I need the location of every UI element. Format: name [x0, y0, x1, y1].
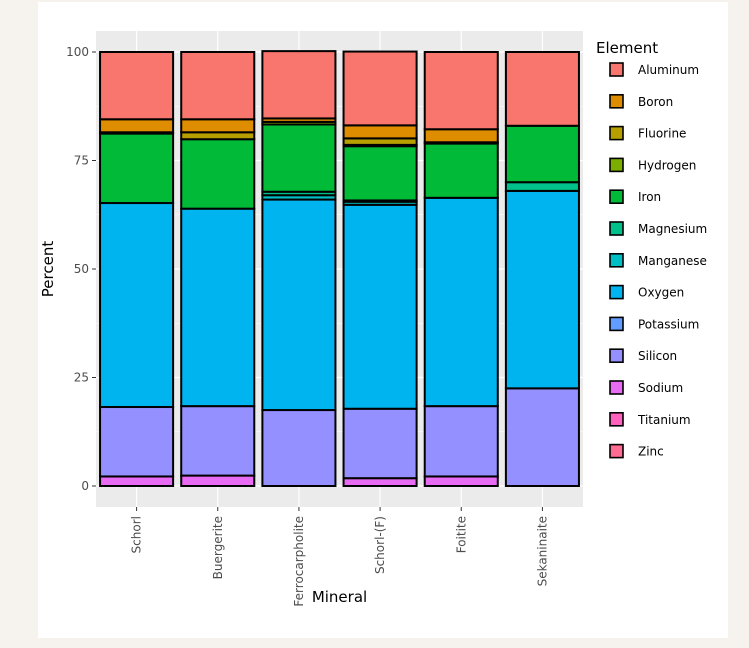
- x-axis-title: Mineral: [312, 588, 367, 606]
- bar-buergerite-fluorine: [180, 131, 256, 141]
- bar-foitite-silicon: [423, 405, 499, 478]
- bar-schorl-f-silicon: [342, 407, 418, 480]
- bar-schorl-oxygen: [99, 202, 175, 409]
- legend-label-potassium: Potassium: [638, 317, 699, 331]
- legend-key-potassium: [609, 316, 624, 332]
- bar-schorl-f-oxygen: [342, 203, 418, 410]
- x-tick-label-sekaninaite: Sekaninaite: [535, 516, 549, 586]
- bar-schorl-f-sodium: [342, 477, 418, 487]
- legend-label-magnesium: Magnesium: [638, 222, 707, 236]
- legend-label-boron: Boron: [638, 95, 673, 109]
- bar-schorl-f-aluminum: [342, 50, 418, 127]
- bar-schorl-f-boron: [342, 124, 418, 140]
- bar-schorl-iron: [99, 132, 175, 205]
- legend-label-manganese: Manganese: [638, 254, 707, 268]
- legend-key-hydrogen: [609, 157, 624, 173]
- bar-buergerite-iron: [180, 138, 256, 210]
- legend-label-silicon: Silicon: [638, 349, 677, 363]
- bar-sekaninaite-iron: [504, 124, 580, 184]
- legend-label-zinc: Zinc: [638, 445, 664, 459]
- bar-sekaninaite-magnesium: [504, 181, 580, 192]
- bar-ferrocarpholite-silicon: [261, 409, 337, 487]
- legend-key-oxygen: [609, 284, 624, 300]
- bar-sekaninaite-oxygen: [504, 189, 580, 390]
- legend-key-zinc: [609, 443, 624, 459]
- bar-foitite-oxygen: [423, 196, 499, 408]
- y-tick-label: 0: [81, 479, 89, 493]
- bar-buergerite-sodium: [180, 474, 256, 488]
- legend-key-silicon: [609, 348, 624, 364]
- bar-foitite-boron: [423, 128, 499, 144]
- legend: Element Aluminum Boron Fluorine Hydrogen Iro…: [596, 39, 707, 459]
- y-tick-label: 50: [74, 262, 89, 276]
- x-tick-label-schorl-f: Schorl-(F): [373, 516, 387, 574]
- bar-schorl-f-iron: [342, 145, 418, 202]
- bar-schorl-silicon: [99, 406, 175, 478]
- bars: [99, 50, 580, 488]
- bar-schorl-boron: [99, 118, 175, 134]
- x-tick-label-buergerite: Buergerite: [211, 516, 225, 579]
- bar-schorl-aluminum: [99, 51, 175, 121]
- legend-title: Element: [596, 39, 658, 57]
- bar-buergerite-silicon: [180, 405, 256, 477]
- x-tick-label-schorl: Schorl: [130, 516, 144, 553]
- bar-foitite-aluminum: [423, 51, 499, 131]
- legend-label-sodium: Sodium: [638, 381, 683, 395]
- legend-label-fluorine: Fluorine: [638, 127, 686, 141]
- y-tick-label: 100: [66, 45, 89, 59]
- x-tick-label-ferrocarpholite: Ferrocarpholite: [292, 516, 306, 607]
- bar-buergerite-oxygen: [180, 207, 256, 408]
- legend-key-manganese: [609, 253, 624, 268]
- bar-ferrocarpholite-oxygen: [261, 198, 337, 412]
- bar-ferrocarpholite-aluminum: [261, 50, 337, 120]
- bar-schorl-sodium: [99, 475, 175, 487]
- x-tick-label-foitite: Foitite: [454, 516, 468, 553]
- legend-key-iron: [609, 189, 624, 204]
- chart-card: 0 25 50 75 100 Schorl Buergerite Ferrocarpholi…: [38, 2, 728, 638]
- bar-ferrocarpholite-iron: [261, 123, 337, 193]
- bar-buergerite-boron: [180, 118, 256, 134]
- y-axis: 0 25 50 75 100: [66, 45, 96, 493]
- bar-sekaninaite-silicon: [504, 387, 580, 488]
- legend-label-oxygen: Oxygen: [638, 286, 684, 300]
- legend-label-hydrogen: Hydrogen: [638, 158, 696, 172]
- bar-sekaninaite-aluminum: [504, 51, 580, 127]
- bar-buergerite-aluminum: [180, 51, 256, 121]
- y-axis-title: Percent: [39, 241, 57, 298]
- legend-label-titanium: Titanium: [637, 413, 691, 427]
- legend-key-boron: [609, 94, 624, 109]
- legend-key-titanium: [609, 411, 624, 427]
- bar-foitite-iron: [423, 142, 499, 199]
- legend-label-aluminum: Aluminum: [638, 63, 699, 77]
- bar-foitite-sodium: [423, 475, 499, 487]
- legend-label-iron: Iron: [638, 190, 661, 204]
- legend-key-sodium: [609, 380, 624, 395]
- legend-key-aluminum: [609, 62, 624, 77]
- x-axis: Schorl Buergerite Ferrocarpholite Schorl-(F…: [130, 507, 549, 607]
- legend-key-fluorine: [609, 125, 624, 141]
- stacked-bar-chart: 0 25 50 75 100 Schorl Buergerite Ferrocarpholi…: [39, 31, 707, 607]
- y-tick-label: 25: [74, 371, 89, 385]
- legend-key-magnesium: [609, 221, 624, 236]
- y-tick-label: 75: [74, 154, 89, 168]
